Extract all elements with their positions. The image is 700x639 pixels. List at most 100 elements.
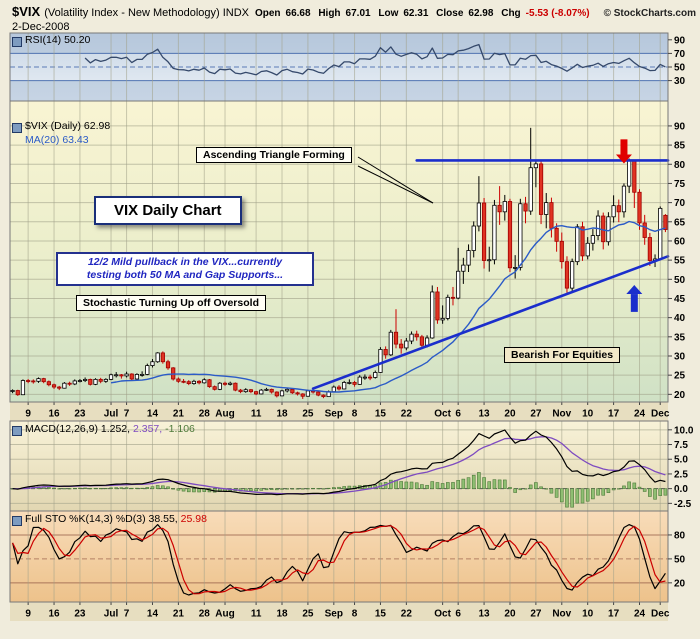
open-label: Open — [254, 8, 281, 19]
header-quote-line: $VIX (Volatility Index - New Methodology… — [12, 4, 696, 19]
ticker-symbol: $VIX — [12, 4, 41, 19]
chart-header: $VIX (Volatility Index - New Methodology… — [12, 4, 696, 33]
svg-text:20: 20 — [674, 578, 686, 589]
svg-text:Jul: Jul — [104, 609, 119, 620]
svg-text:18: 18 — [276, 409, 288, 420]
svg-text:50: 50 — [674, 63, 686, 74]
svg-text:6: 6 — [455, 409, 461, 420]
svg-text:Oct: Oct — [434, 609, 451, 620]
svg-text:35: 35 — [674, 332, 686, 343]
svg-text:28: 28 — [199, 409, 211, 420]
svg-text:14: 14 — [147, 609, 159, 620]
svg-text:70: 70 — [674, 49, 686, 60]
svg-text:-2.5: -2.5 — [674, 499, 692, 510]
svg-text:Jul: Jul — [104, 409, 119, 420]
svg-text:75: 75 — [674, 179, 686, 190]
annotation-ascending-triangle: Ascending Triangle Forming — [196, 147, 352, 163]
rsi-line — [84, 43, 666, 76]
svg-text:80: 80 — [674, 160, 686, 171]
svg-text:21: 21 — [173, 409, 185, 420]
macd-label: MACD(12,26,9) 1.252, 2.357, -1.106 — [25, 423, 195, 435]
svg-text:30: 30 — [674, 351, 686, 362]
svg-text:90: 90 — [674, 35, 686, 46]
svg-text:Dec: Dec — [651, 609, 670, 620]
chart-date: 2-Dec-2008 — [12, 21, 70, 33]
ma20-label: MA(20) 63.43 — [25, 134, 89, 146]
callout-line — [357, 165, 434, 204]
svg-text:27: 27 — [530, 609, 542, 620]
svg-text:18: 18 — [276, 609, 288, 620]
quote-summary: Open 66.68 High 67.01 Low 62.31 Close 62.98 … — [250, 8, 590, 19]
macd-signal-line — [12, 436, 666, 495]
svg-text:60: 60 — [674, 236, 686, 247]
low-value: 62.31 — [403, 8, 429, 19]
svg-text:Nov: Nov — [552, 409, 571, 420]
svg-text:10: 10 — [582, 609, 594, 620]
svg-text:11: 11 — [251, 409, 262, 420]
svg-text:9: 9 — [25, 609, 31, 620]
svg-text:6: 6 — [455, 609, 461, 620]
macd-line — [12, 429, 666, 496]
sto-d-value: 25.98 — [180, 513, 207, 525]
macd-panel-icon — [12, 426, 22, 436]
red-down-arrow — [620, 139, 628, 155]
sto-name: Full STO %K(14,3) %D(3) — [25, 513, 146, 525]
svg-text:15: 15 — [375, 409, 387, 420]
svg-text:11: 11 — [251, 609, 262, 620]
svg-text:0.0: 0.0 — [674, 484, 688, 495]
svg-text:Nov: Nov — [552, 609, 571, 620]
svg-text:10: 10 — [582, 409, 594, 420]
high-label: High — [318, 8, 341, 19]
svg-text:27: 27 — [530, 409, 542, 420]
copyright: © StockCharts.com — [603, 8, 696, 19]
svg-text:2.5: 2.5 — [674, 469, 688, 480]
svg-text:25: 25 — [674, 371, 686, 382]
annotation-pullback-note: 12/2 Mild pullback in the VIX...currentl… — [56, 252, 314, 286]
svg-text:70: 70 — [674, 198, 686, 209]
x-axis-ticks: 9 9 16 16 23 23 Jul Jul 7 7 14 14 21 21 28 28 Aug Aug 11 11… — [25, 402, 670, 620]
svg-text:14: 14 — [147, 409, 159, 420]
svg-text:13: 13 — [479, 609, 491, 620]
svg-text:10.0: 10.0 — [674, 425, 694, 436]
main-series-label: $VIX (Daily) 62.98 — [25, 120, 111, 132]
svg-text:28: 28 — [199, 609, 211, 620]
close-label: Close — [436, 8, 464, 19]
macd-signal-value: 2.357, — [133, 423, 163, 435]
svg-text:25: 25 — [302, 409, 314, 420]
svg-text:23: 23 — [74, 409, 86, 420]
sto-label: Full STO %K(14,3) %D(3) 38.55, 25.98 — [25, 513, 207, 525]
svg-text:25: 25 — [302, 609, 314, 620]
svg-text:Aug: Aug — [215, 609, 234, 620]
svg-text:16: 16 — [48, 409, 60, 420]
callout-line — [357, 156, 434, 204]
svg-text:8: 8 — [352, 609, 358, 620]
candlesticks — [10, 127, 668, 399]
svg-text:80: 80 — [674, 530, 686, 541]
svg-text:55: 55 — [674, 256, 686, 267]
svg-text:16: 16 — [48, 609, 60, 620]
macd-line-value: 1.252, — [100, 423, 131, 435]
svg-text:20: 20 — [674, 390, 686, 401]
svg-text:40: 40 — [674, 313, 686, 324]
close-value: 62.98 — [468, 8, 494, 19]
high-value: 67.01 — [345, 8, 371, 19]
arrow-annotations — [357, 139, 643, 312]
sto-panel-icon — [12, 516, 22, 526]
macd-hist-value: -1.106 — [165, 423, 195, 435]
rsi-panel-icon — [12, 37, 22, 47]
svg-text:17: 17 — [608, 409, 620, 420]
svg-text:22: 22 — [401, 409, 413, 420]
svg-text:24: 24 — [634, 409, 646, 420]
svg-text:Oct: Oct — [434, 409, 451, 420]
rsi-label: RSI(14) 50.20 — [25, 34, 91, 46]
svg-text:23: 23 — [74, 609, 86, 620]
svg-text:85: 85 — [674, 141, 686, 152]
chg-value: -5.53 (-8.07%) — [525, 8, 590, 19]
blue-up-arrow — [626, 285, 643, 295]
svg-text:7: 7 — [124, 609, 130, 620]
svg-text:65: 65 — [674, 217, 686, 228]
annotation-bearish-note: Bearish For Equities — [504, 347, 621, 363]
sto-d-line — [12, 525, 666, 595]
